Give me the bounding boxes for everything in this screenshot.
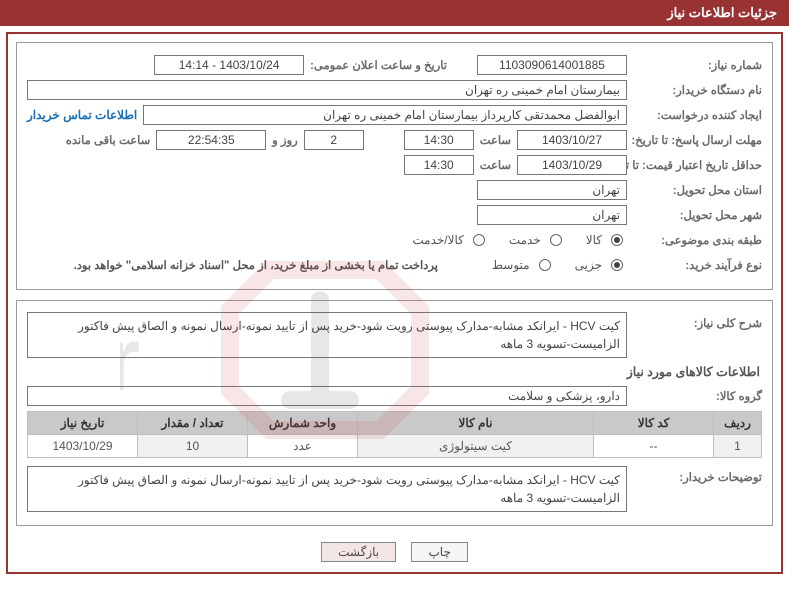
label-desc: شرح کلی نیاز: <box>627 312 762 330</box>
th-date: تاریخ نیاز <box>28 412 138 435</box>
radio-medium-label: متوسط <box>490 258 532 272</box>
field-req-no: 1103090614001885 <box>477 55 627 75</box>
print-button[interactable]: چاپ <box>411 542 467 562</box>
label-resp-deadline: مهلت ارسال پاسخ: تا تاریخ: <box>627 133 762 147</box>
label-buyer-org: نام دستگاه خریدار: <box>627 83 762 97</box>
title-text: جزئیات اطلاعات نیاز <box>667 5 777 20</box>
table-row: 1 -- کیت سیتولوژی عدد 10 1403/10/29 <box>28 435 762 458</box>
field-buyer-notes: کیت HCV - ایرانکد مشابه-مدارک پیوستی روی… <box>27 466 627 512</box>
radio-goods-label: کالا <box>584 233 604 247</box>
field-creator: ابوالفضل محمدتقی کارپرداز بیمارستان امام… <box>143 105 627 125</box>
field-valid-time: 14:30 <box>404 155 474 175</box>
label-buy-process: نوع فرآیند خرید: <box>627 258 762 272</box>
goods-info-title: اطلاعات کالاهای مورد نیاز <box>29 364 760 379</box>
label-buyer-notes: توضیحات خریدار: <box>627 466 762 484</box>
table-header-row: ردیف کد کالا نام کالا واحد شمارش تعداد /… <box>28 412 762 435</box>
field-description: کیت HCV - ایرانکد مشابه-مدارک پیوستی روی… <box>27 312 627 358</box>
th-row: ردیف <box>714 412 762 435</box>
radio-both[interactable] <box>473 234 485 246</box>
field-goods-group: دارو، پزشکی و سلامت <box>27 386 627 406</box>
label-price-valid: حداقل تاریخ اعتبار قیمت: تا تاریخ: <box>627 158 762 172</box>
radio-medium[interactable] <box>539 259 551 271</box>
label-province: استان محل تحویل: <box>627 183 762 197</box>
td-unit: عدد <box>248 435 358 458</box>
button-bar: چاپ بازگشت <box>16 536 773 564</box>
label-city: شهر محل تحویل: <box>627 208 762 222</box>
details-panel: شماره نیاز: 1103090614001885 تاریخ و ساع… <box>16 42 773 290</box>
label-creator: ایجاد کننده درخواست: <box>627 108 762 122</box>
label-req-no: شماره نیاز: <box>627 58 762 72</box>
td-date: 1403/10/29 <box>28 435 138 458</box>
buyer-contact-link[interactable]: اطلاعات تماس خریدار <box>27 108 143 122</box>
radio-minor[interactable] <box>611 259 623 271</box>
outer-frame: شماره نیاز: 1103090614001885 تاریخ و ساع… <box>6 32 783 574</box>
field-announce: 1403/10/24 - 14:14 <box>154 55 304 75</box>
td-code: -- <box>594 435 714 458</box>
th-code: کد کالا <box>594 412 714 435</box>
radio-service-label: خدمت <box>507 233 543 247</box>
field-city: تهران <box>477 205 627 225</box>
label-hour-2: ساعت <box>474 158 517 172</box>
label-subject-cat: طبقه بندی موضوعی: <box>627 233 762 247</box>
radio-service[interactable] <box>550 234 562 246</box>
radio-minor-label: جزیی <box>573 258 604 272</box>
title-bar: جزئیات اطلاعات نیاز <box>0 0 789 26</box>
label-days-and: روز و <box>266 133 303 147</box>
td-qty: 10 <box>138 435 248 458</box>
label-goods-group: گروه کالا: <box>627 389 762 403</box>
goods-panel: شرح کلی نیاز: کیت HCV - ایرانکد مشابه-مد… <box>16 300 773 526</box>
th-unit: واحد شمارش <box>248 412 358 435</box>
field-days-remain: 2 <box>304 130 364 150</box>
field-resp-time: 14:30 <box>404 130 474 150</box>
field-time-remain: 22:54:35 <box>156 130 266 150</box>
field-buyer-org: بیمارستان امام خمینی ره تهران <box>27 80 627 100</box>
td-name: کیت سیتولوژی <box>358 435 594 458</box>
th-name: نام کالا <box>358 412 594 435</box>
td-row: 1 <box>714 435 762 458</box>
field-province: تهران <box>477 180 627 200</box>
goods-table: ردیف کد کالا نام کالا واحد شمارش تعداد /… <box>27 411 762 458</box>
label-hour-1: ساعت <box>474 133 517 147</box>
label-announce: تاریخ و ساعت اعلان عمومی: <box>304 58 447 72</box>
label-time-left: ساعت باقی مانده <box>60 133 156 147</box>
th-qty: تعداد / مقدار <box>138 412 248 435</box>
field-valid-date: 1403/10/29 <box>517 155 627 175</box>
radio-both-label: کالا/خدمت <box>410 233 465 247</box>
radio-goods[interactable] <box>611 234 623 246</box>
process-note: پرداخت تمام یا بخشی از مبلغ خرید، از محل… <box>74 258 444 272</box>
back-button[interactable]: بازگشت <box>321 542 396 562</box>
field-resp-date: 1403/10/27 <box>517 130 627 150</box>
